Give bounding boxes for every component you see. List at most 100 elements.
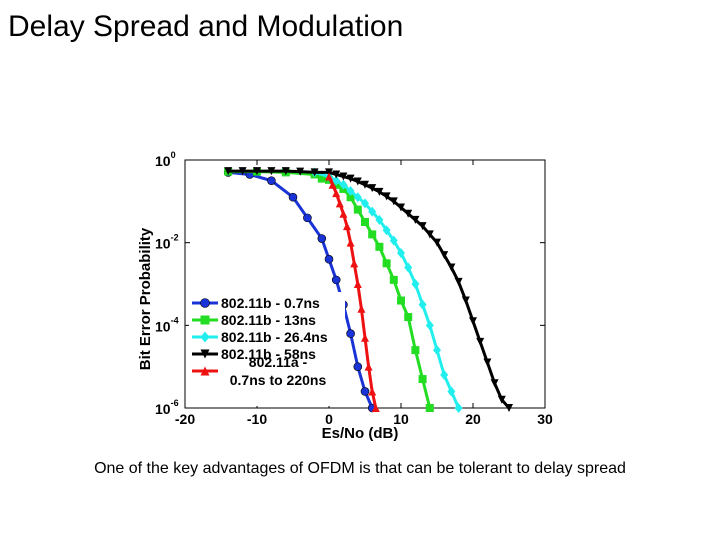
data-point [425,404,434,412]
data-point [368,387,377,396]
data-point [353,177,362,186]
data-point [332,189,341,198]
data-point [476,337,485,346]
data-point [361,180,369,189]
data-point [454,277,463,286]
data-point [404,313,413,322]
data-point [375,214,384,225]
data-point [317,234,327,243]
data-point [505,404,513,412]
data-point [497,395,506,404]
x-tick-label: 30 [537,411,553,427]
data-point [418,375,427,384]
data-point [332,175,341,186]
data-point [346,174,355,183]
data-point [267,167,276,176]
data-point [335,199,344,208]
data-point [357,304,366,313]
data-point [433,238,441,247]
legend-swatch-marker [200,349,210,359]
legend-swatch-marker [200,298,210,308]
data-point [389,197,398,206]
data-point [461,296,470,305]
data-point [328,180,337,189]
legend-box [189,292,345,406]
data-point [310,168,319,177]
data-point [224,167,233,176]
data-point [389,235,398,246]
data-point [418,222,427,231]
slide-caption: One of the key advantages of OFDM is tha… [94,460,626,477]
data-point [454,403,463,413]
data-point [324,254,334,264]
data-point [281,167,290,176]
y-tick-label: 10-4 [155,315,179,334]
data-point [425,320,434,331]
x-tick-label: 20 [465,411,481,427]
data-point [339,172,348,181]
data-point [303,213,312,223]
data-point [433,345,441,356]
legend-item: 802.11b - 58ns [192,346,316,362]
data-point [339,179,348,190]
series-2 [310,167,463,413]
data-point [331,275,341,285]
legend-label: 802.11b - 26.4ns [221,329,328,345]
data-point [325,172,333,181]
data-point [296,167,305,176]
data-point [253,167,261,176]
legend-label: 802.11b - 0.7ns [221,295,320,311]
data-point [411,346,420,355]
data-point [375,242,384,251]
x-axis-label: Es/No (dB) [322,425,399,442]
data-point [490,379,499,388]
data-point [325,168,333,177]
y-tick-label: 10-2 [155,233,179,252]
x-tick-label: 10 [393,411,409,427]
legend-item: 802.11a - 0.7ns to 220ns [192,354,326,388]
data-point [368,206,377,217]
data-point [404,209,413,218]
legend-swatch-marker [200,315,210,325]
y-tick-label: 10-6 [155,398,179,417]
data-point [343,222,351,231]
ber-chart: -20 -10 0 10 20 30 100 10-2 10-4 10-6 Es/No (dB) Bi… [137,150,553,442]
data-point [397,203,405,212]
x-tick-label: 0 [325,411,333,427]
data-point [483,358,492,367]
data-point [267,176,276,185]
legend-swatch-marker [200,331,210,343]
legend-label: 802.11b - 13ns [221,312,316,328]
legend-swatch-marker [200,366,210,376]
data-point [346,193,355,202]
data-point [350,259,359,268]
data-point [364,362,373,371]
series-4 [325,172,380,412]
data-point [469,317,477,326]
data-point [361,218,369,226]
data-point [332,170,341,179]
data-point [418,299,427,310]
legend-item: 802.11b - 26.4ns [192,329,328,345]
data-point [339,209,348,218]
data-point [382,259,391,268]
data-point [346,186,355,196]
data-point [397,248,405,258]
data-point [288,192,298,202]
y-tick-label: 100 [155,150,176,169]
data-point [353,362,363,371]
x-tick-label: -20 [175,411,195,427]
legend-label: 802.11b - 58ns [221,346,316,362]
x-tick-label: -10 [247,411,267,427]
data-point [371,404,380,412]
slide-title: Delay Spread and Modulation [8,10,404,43]
data-point [425,230,434,239]
data-point [346,329,355,338]
legend-label: 0.7ns to 220ns [230,372,327,388]
data-point [368,230,377,239]
y-axis-label: Bit Error Probability [137,227,154,370]
data-point [440,369,449,380]
data-point [238,167,247,176]
data-point [375,187,384,196]
data-point [382,225,391,236]
